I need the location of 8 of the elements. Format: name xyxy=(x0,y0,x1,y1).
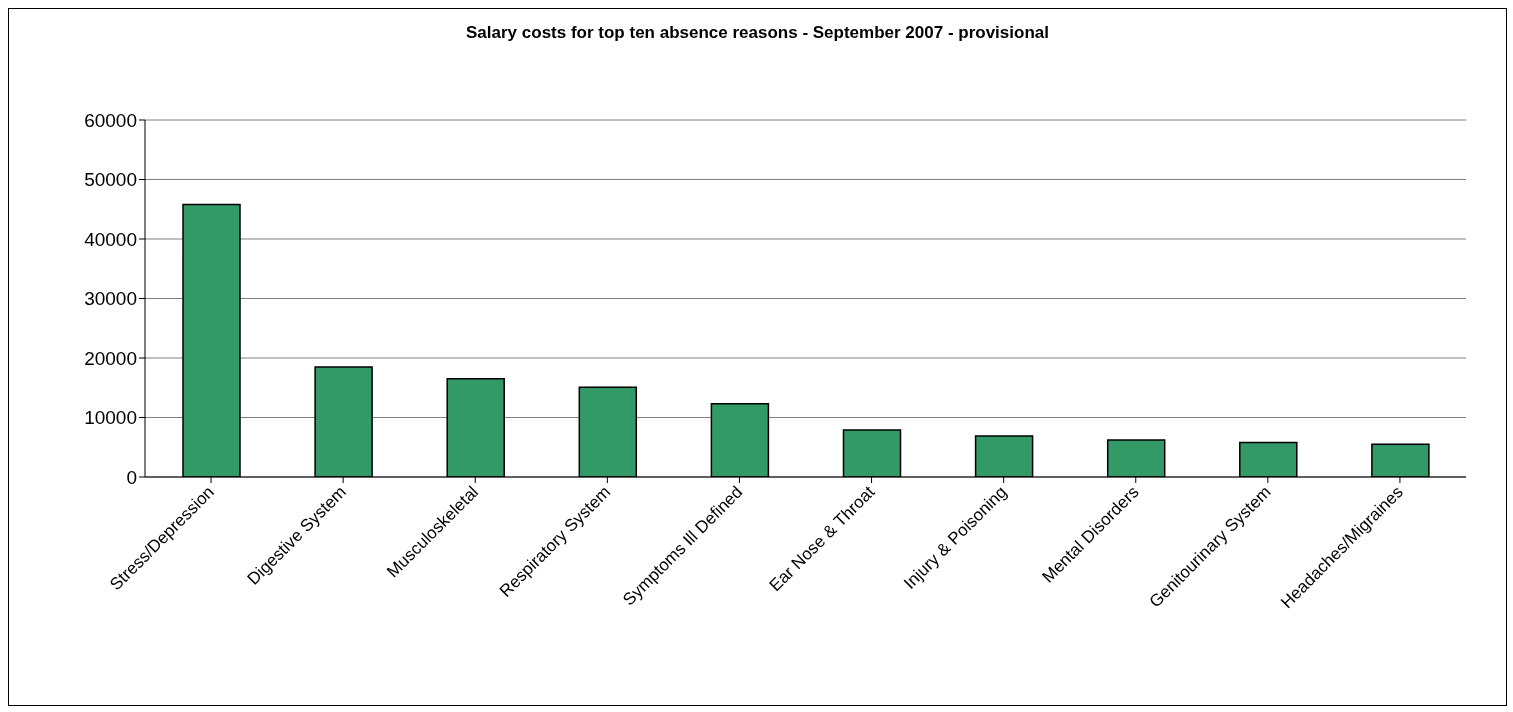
y-tick-label: 60000 xyxy=(84,109,137,131)
y-tick-label: 10000 xyxy=(84,407,137,429)
chart-title: Salary costs for top ten absence reasons - September 2007 - provisional xyxy=(465,23,1050,43)
y-tick-label: 30000 xyxy=(84,288,137,310)
y-tick-label: 50000 xyxy=(84,169,137,191)
y-tick-label: 0 xyxy=(126,466,137,488)
y-tick-label: 40000 xyxy=(84,228,137,250)
y-tick-label: 20000 xyxy=(84,347,137,369)
